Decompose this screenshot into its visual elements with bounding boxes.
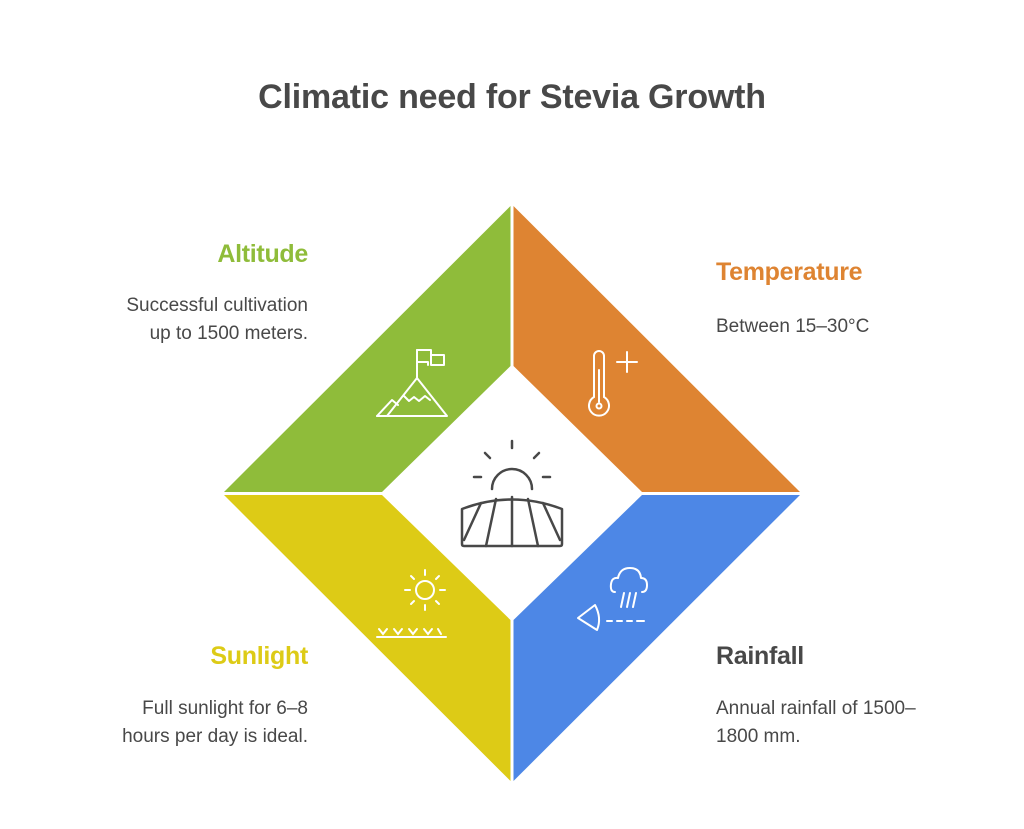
quadrant-sunlight	[224, 495, 511, 781]
altitude-desc-line-2: up to 1500 meters.	[149, 323, 308, 344]
temperature-description: Between 15–30°C	[716, 313, 869, 341]
rainfall-desc-line-1: Annual rainfall of 1500–	[716, 698, 916, 719]
temperature-label: Temperature	[716, 258, 863, 286]
altitude-desc-line-1: Successful cultivation	[126, 295, 308, 316]
rainfall-label: Rainfall	[716, 642, 804, 670]
temperature-desc-line-1: Between 15–30°C	[716, 316, 870, 337]
page-title: Climatic need for Stevia Growth	[258, 78, 766, 116]
sun-over-grass-icon	[376, 569, 447, 638]
rain-cloud-icon	[577, 567, 648, 631]
rainfall-desc-line-2: 1800 mm.	[716, 726, 801, 747]
rainfall-description: Annual rainfall of 1500– 1800 mm.	[716, 695, 916, 751]
sunlight-desc-line-2: hours per day is ideal.	[122, 726, 308, 747]
sunlight-description: Full sunlight for 6–8 hours per day is i…	[122, 695, 308, 751]
sunlight-desc-line-1: Full sunlight for 6–8	[142, 698, 308, 719]
mountain-flag-icon	[376, 349, 448, 417]
altitude-description: Successful cultivation up to 1500 meters…	[126, 292, 308, 348]
sunrise-over-field-icon	[460, 439, 564, 548]
sunlight-label: Sunlight	[210, 642, 308, 670]
quadrant-altitude	[224, 206, 511, 492]
altitude-label: Altitude	[217, 240, 308, 268]
quadrant-rainfall	[513, 495, 800, 781]
quadrant-temperature	[513, 206, 800, 492]
thermometer-plus-icon	[588, 350, 638, 417]
